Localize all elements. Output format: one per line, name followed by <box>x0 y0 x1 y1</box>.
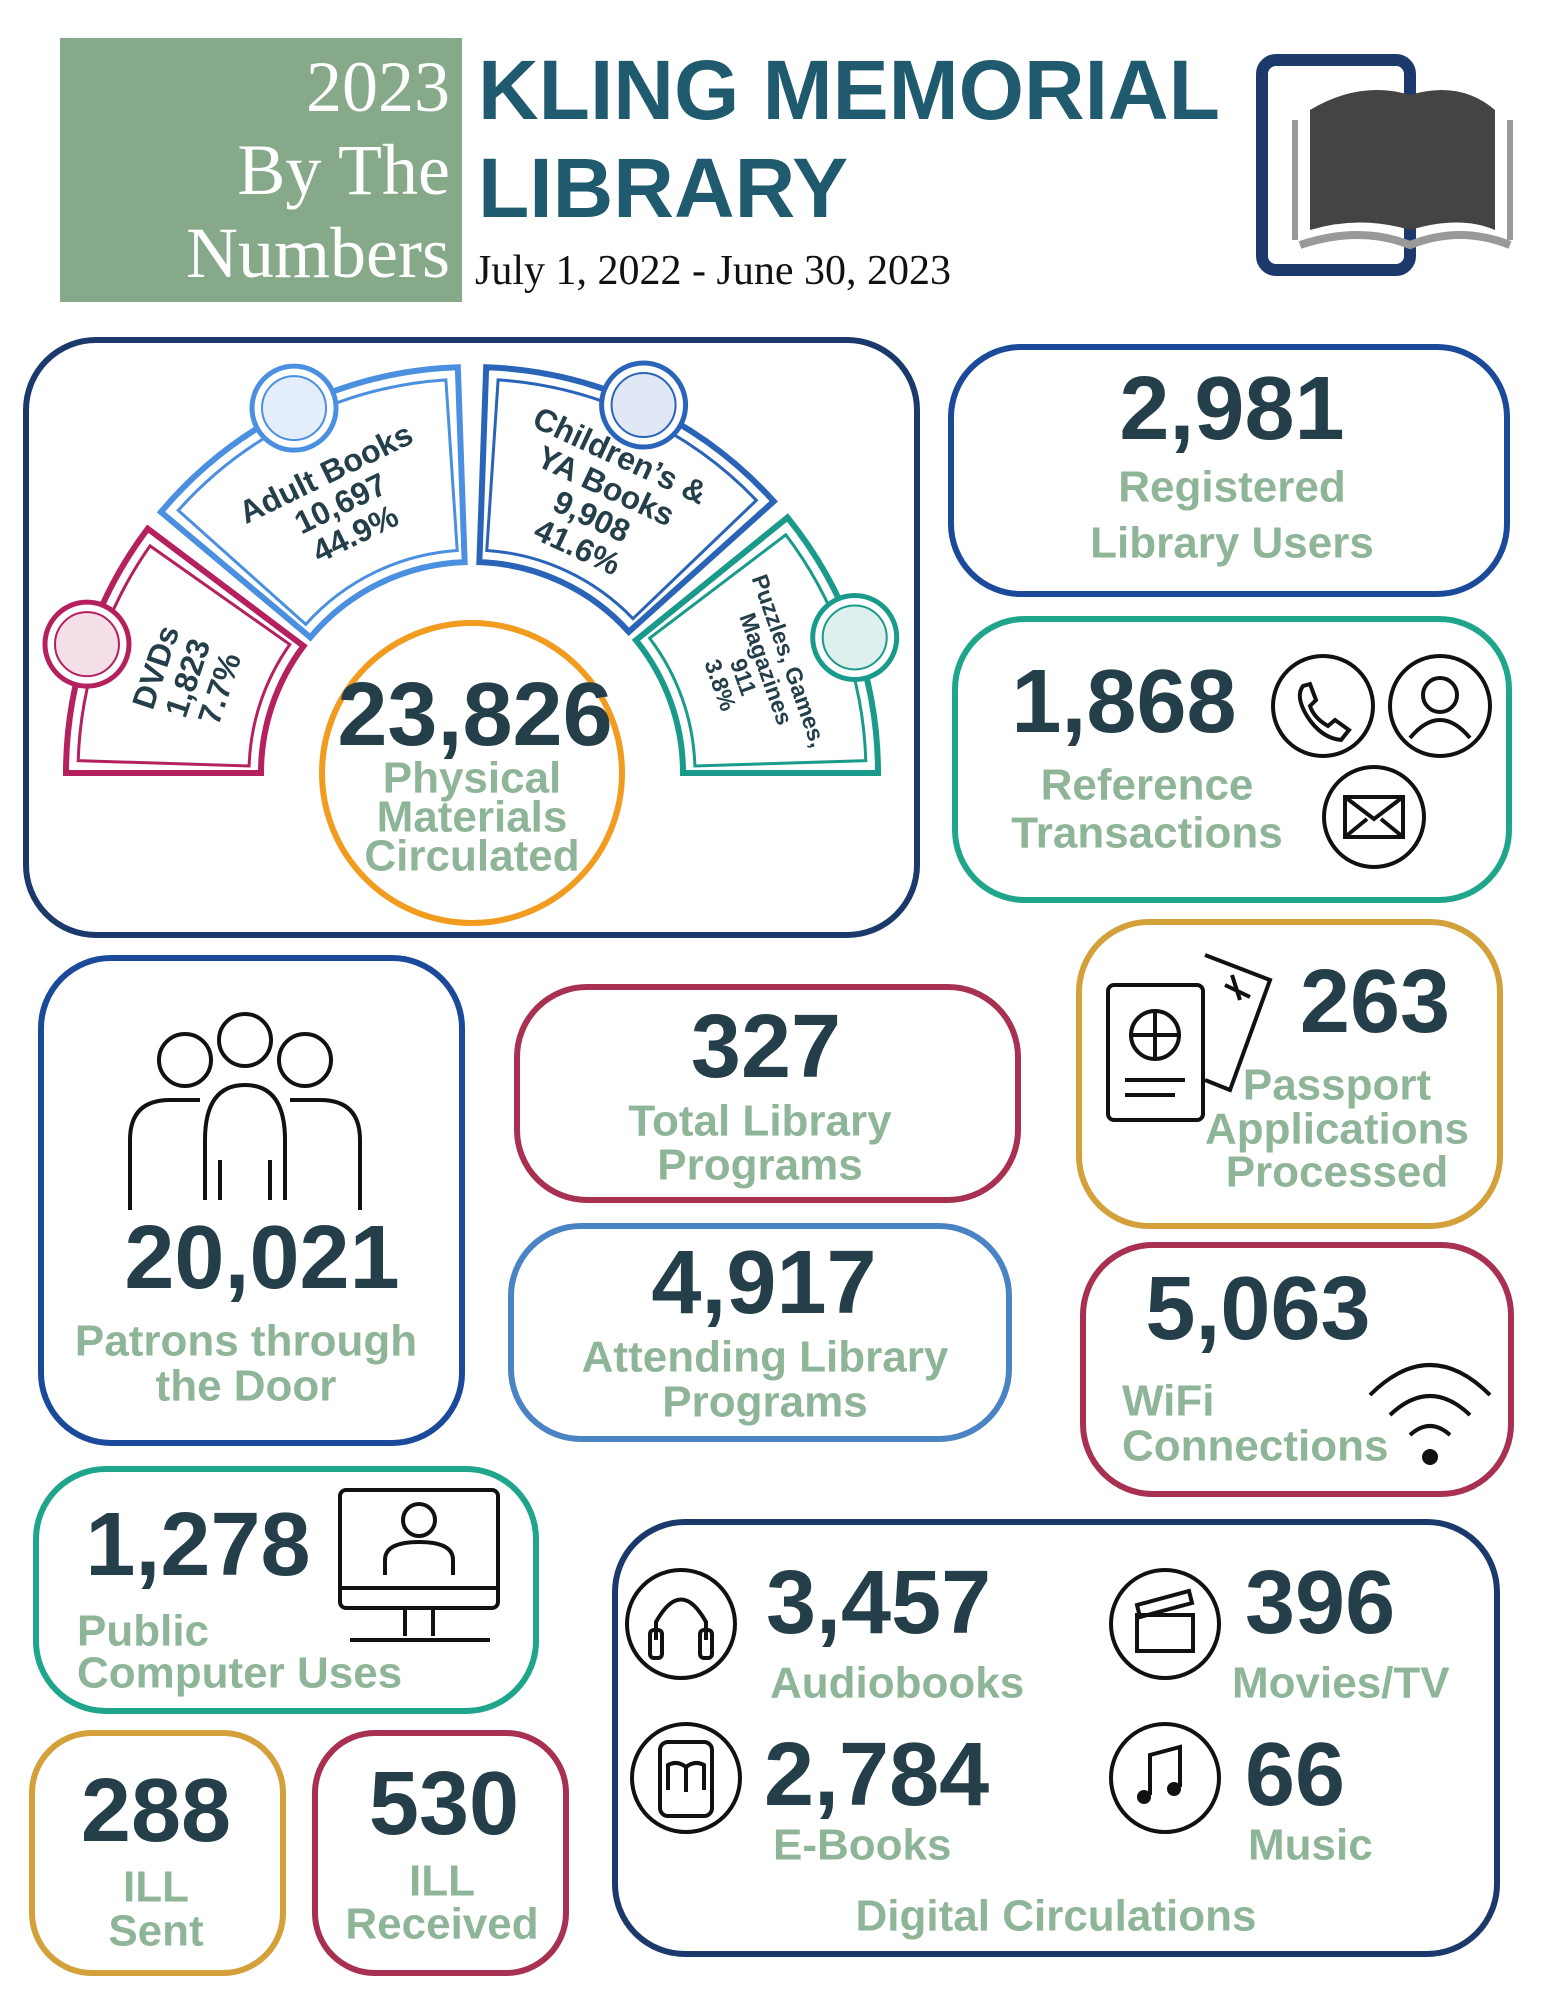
caption: Total Library <box>628 1097 892 1146</box>
card <box>514 984 1021 1203</box>
caption: ILL <box>123 1863 189 1912</box>
segment-inner <box>176 378 459 627</box>
title-line: LIBRARY <box>478 141 848 235</box>
movie-icon <box>1109 1568 1221 1680</box>
value: 4,917 <box>651 1233 876 1333</box>
card <box>312 1730 569 1976</box>
caption: ILL <box>409 1857 475 1906</box>
digital-caption: Digital Circulations <box>856 1892 1257 1941</box>
ebook-icon <box>630 1722 742 1834</box>
caption: Music <box>1248 1821 1373 1870</box>
caption: Attending Library <box>582 1333 949 1382</box>
caption: Received <box>345 1900 538 1949</box>
caption: Applications <box>1205 1105 1469 1154</box>
segment-ball <box>810 592 900 682</box>
segment <box>156 364 468 642</box>
caption: Reference <box>1041 761 1254 810</box>
caption: WiFi <box>1122 1377 1214 1426</box>
caption: Registered <box>1118 463 1345 512</box>
value: 20,021 <box>124 1208 399 1308</box>
badge-line: Numbers <box>186 213 450 293</box>
value: 530 <box>369 1754 519 1854</box>
value: 1,278 <box>85 1495 310 1595</box>
segment-inner <box>485 378 759 621</box>
value: 66 <box>1245 1725 1345 1825</box>
segment-ball-inner <box>261 375 328 442</box>
contact-icons <box>1271 654 1492 869</box>
caption: Patrons through <box>75 1317 417 1366</box>
caption: Computer Uses <box>77 1649 402 1698</box>
card <box>1080 1242 1514 1497</box>
people-icon <box>128 1012 362 1210</box>
total: 23,826 <box>337 665 612 765</box>
caption: Sent <box>108 1907 204 1956</box>
caption: Movies/TV <box>1232 1659 1450 1708</box>
computer-icon <box>338 1488 500 1642</box>
caption: Public <box>77 1607 209 1656</box>
value: 327 <box>691 997 841 1097</box>
segment-ball <box>249 363 339 453</box>
value: 1,868 <box>1011 652 1236 752</box>
value: 2,784 <box>764 1725 989 1825</box>
value: 3,457 <box>766 1553 991 1653</box>
badge-line: By The <box>237 130 450 210</box>
tablet-icon <box>1256 54 1513 276</box>
caption: Materials <box>377 793 568 842</box>
value: 396 <box>1245 1553 1395 1653</box>
segment-ball-inner <box>53 611 120 678</box>
wifi-icon <box>1368 1363 1492 1465</box>
caption: the Door <box>156 1362 337 1411</box>
caption: Transactions <box>1011 809 1282 858</box>
caption: Physical <box>383 754 562 803</box>
caption: E-Books <box>773 1821 951 1870</box>
card <box>612 1519 1500 1957</box>
card <box>29 1730 286 1976</box>
value: 5,063 <box>1145 1259 1370 1359</box>
caption: Circulated <box>364 832 579 881</box>
segment <box>62 524 308 776</box>
card <box>948 344 1510 597</box>
caption: Connections <box>1122 1422 1388 1471</box>
period: July 1, 2022 - June 30, 2023 <box>475 248 951 294</box>
value: 288 <box>81 1761 231 1861</box>
segment-ball-inner <box>610 372 677 439</box>
value: 263 <box>1300 952 1450 1052</box>
total-ring <box>319 620 625 926</box>
card <box>38 955 465 1446</box>
caption: Programs <box>657 1141 862 1190</box>
segment-inner <box>76 543 292 768</box>
card <box>33 1466 539 1714</box>
segment-ball <box>599 360 689 450</box>
segment-inner <box>647 532 868 768</box>
card <box>508 1223 1012 1442</box>
caption: Processed <box>1226 1148 1449 1197</box>
caption: Audiobooks <box>770 1659 1024 1708</box>
passport-icon <box>1106 953 1273 1122</box>
title-line: KLING MEMORIAL <box>478 43 1220 137</box>
segment-ball <box>42 599 132 689</box>
badge-line: 2023 <box>306 47 450 127</box>
segment-ball-inner <box>821 604 888 671</box>
audiobook-icon <box>625 1568 737 1680</box>
caption: Passport <box>1243 1061 1432 1110</box>
badge <box>60 38 462 302</box>
caption: Programs <box>662 1378 867 1427</box>
caption: Library Users <box>1090 519 1374 568</box>
music-icon <box>1109 1722 1221 1834</box>
value: 2,981 <box>1119 359 1344 459</box>
